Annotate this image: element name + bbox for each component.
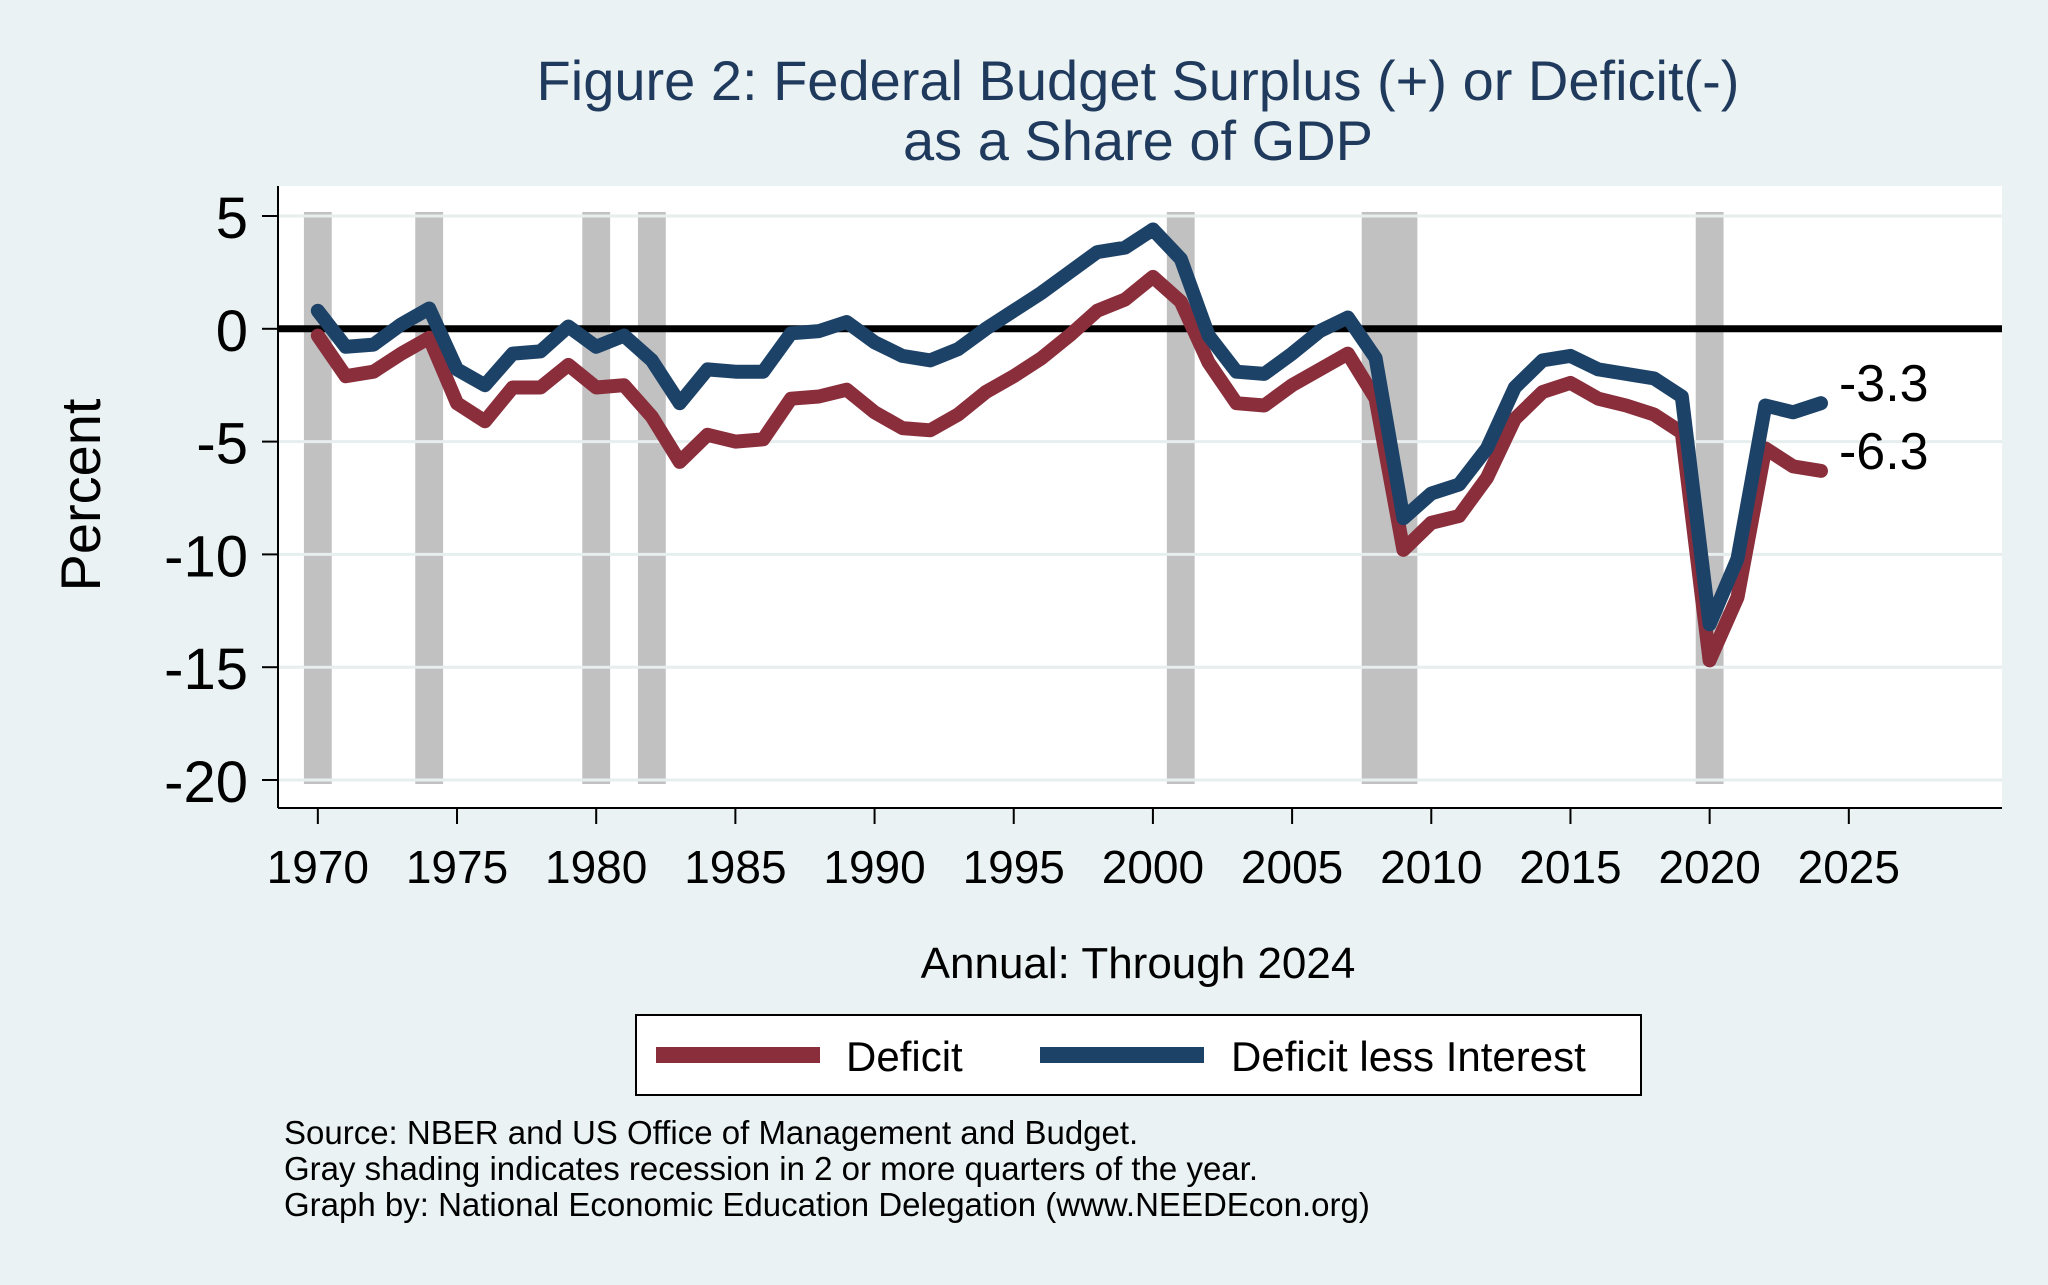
- x-tick-label: 1985: [684, 841, 786, 893]
- note-shading: Gray shading indicates recession in 2 or…: [284, 1150, 1258, 1187]
- recession-band: [637, 212, 666, 784]
- chart-subtitle: as a Share of GDP: [903, 109, 1373, 172]
- x-tick-label: 2010: [1380, 841, 1482, 893]
- x-tick-label: 2020: [1658, 841, 1760, 893]
- series-lines: [310, 222, 1828, 668]
- y-tick-label: -5: [196, 412, 248, 477]
- note-source: Source: NBER and US Office of Management…: [284, 1114, 1138, 1151]
- chart-title: Figure 2: Federal Budget Surplus (+) or …: [537, 49, 1740, 112]
- recession-band: [415, 212, 444, 784]
- legend: Deficit Deficit less Interest: [635, 1014, 1642, 1096]
- series-line-deficit-less-interest: [310, 222, 1828, 632]
- axes: 5 0 -5 -10 -15 -20 1970 1975 1980 1985 1990 1995 200…: [164, 186, 2002, 893]
- end-value-label: -6.3: [1839, 423, 1929, 481]
- note-graph-by: Graph by: National Economic Education De…: [284, 1186, 1370, 1223]
- x-tick-label: 2005: [1241, 841, 1343, 893]
- y-tick-label: 5: [216, 186, 248, 251]
- end-value-label: -3.3: [1839, 355, 1929, 413]
- y-tick-label: -15: [164, 637, 248, 702]
- x-tick-label: 2025: [1798, 841, 1900, 893]
- x-tick-label: 1980: [545, 841, 647, 893]
- x-tick-label: 1995: [963, 841, 1065, 893]
- x-axis-label: Annual: Through 2024: [921, 939, 1356, 988]
- x-tick-label: 1975: [406, 841, 508, 893]
- end-labels: -3.3 -6.3: [1839, 355, 1929, 481]
- y-tick-label: 0: [216, 299, 248, 364]
- x-tick-label: 1990: [823, 841, 925, 893]
- y-tick-label: -20: [164, 750, 248, 815]
- y-axis-label: Percent: [49, 398, 112, 591]
- series-line-deficit: [310, 269, 1828, 668]
- y-tick-label: -10: [164, 524, 248, 589]
- x-tick-label: 1970: [267, 841, 369, 893]
- recession-band: [582, 212, 611, 784]
- legend-label-deficit-less-interest: Deficit less Interest: [1231, 1033, 1586, 1080]
- x-tick-label: 2015: [1519, 841, 1621, 893]
- recession-shading: [303, 212, 1724, 784]
- x-tick-label: 2000: [1102, 841, 1204, 893]
- legend-label-deficit: Deficit: [846, 1033, 963, 1080]
- recession-band: [303, 212, 332, 784]
